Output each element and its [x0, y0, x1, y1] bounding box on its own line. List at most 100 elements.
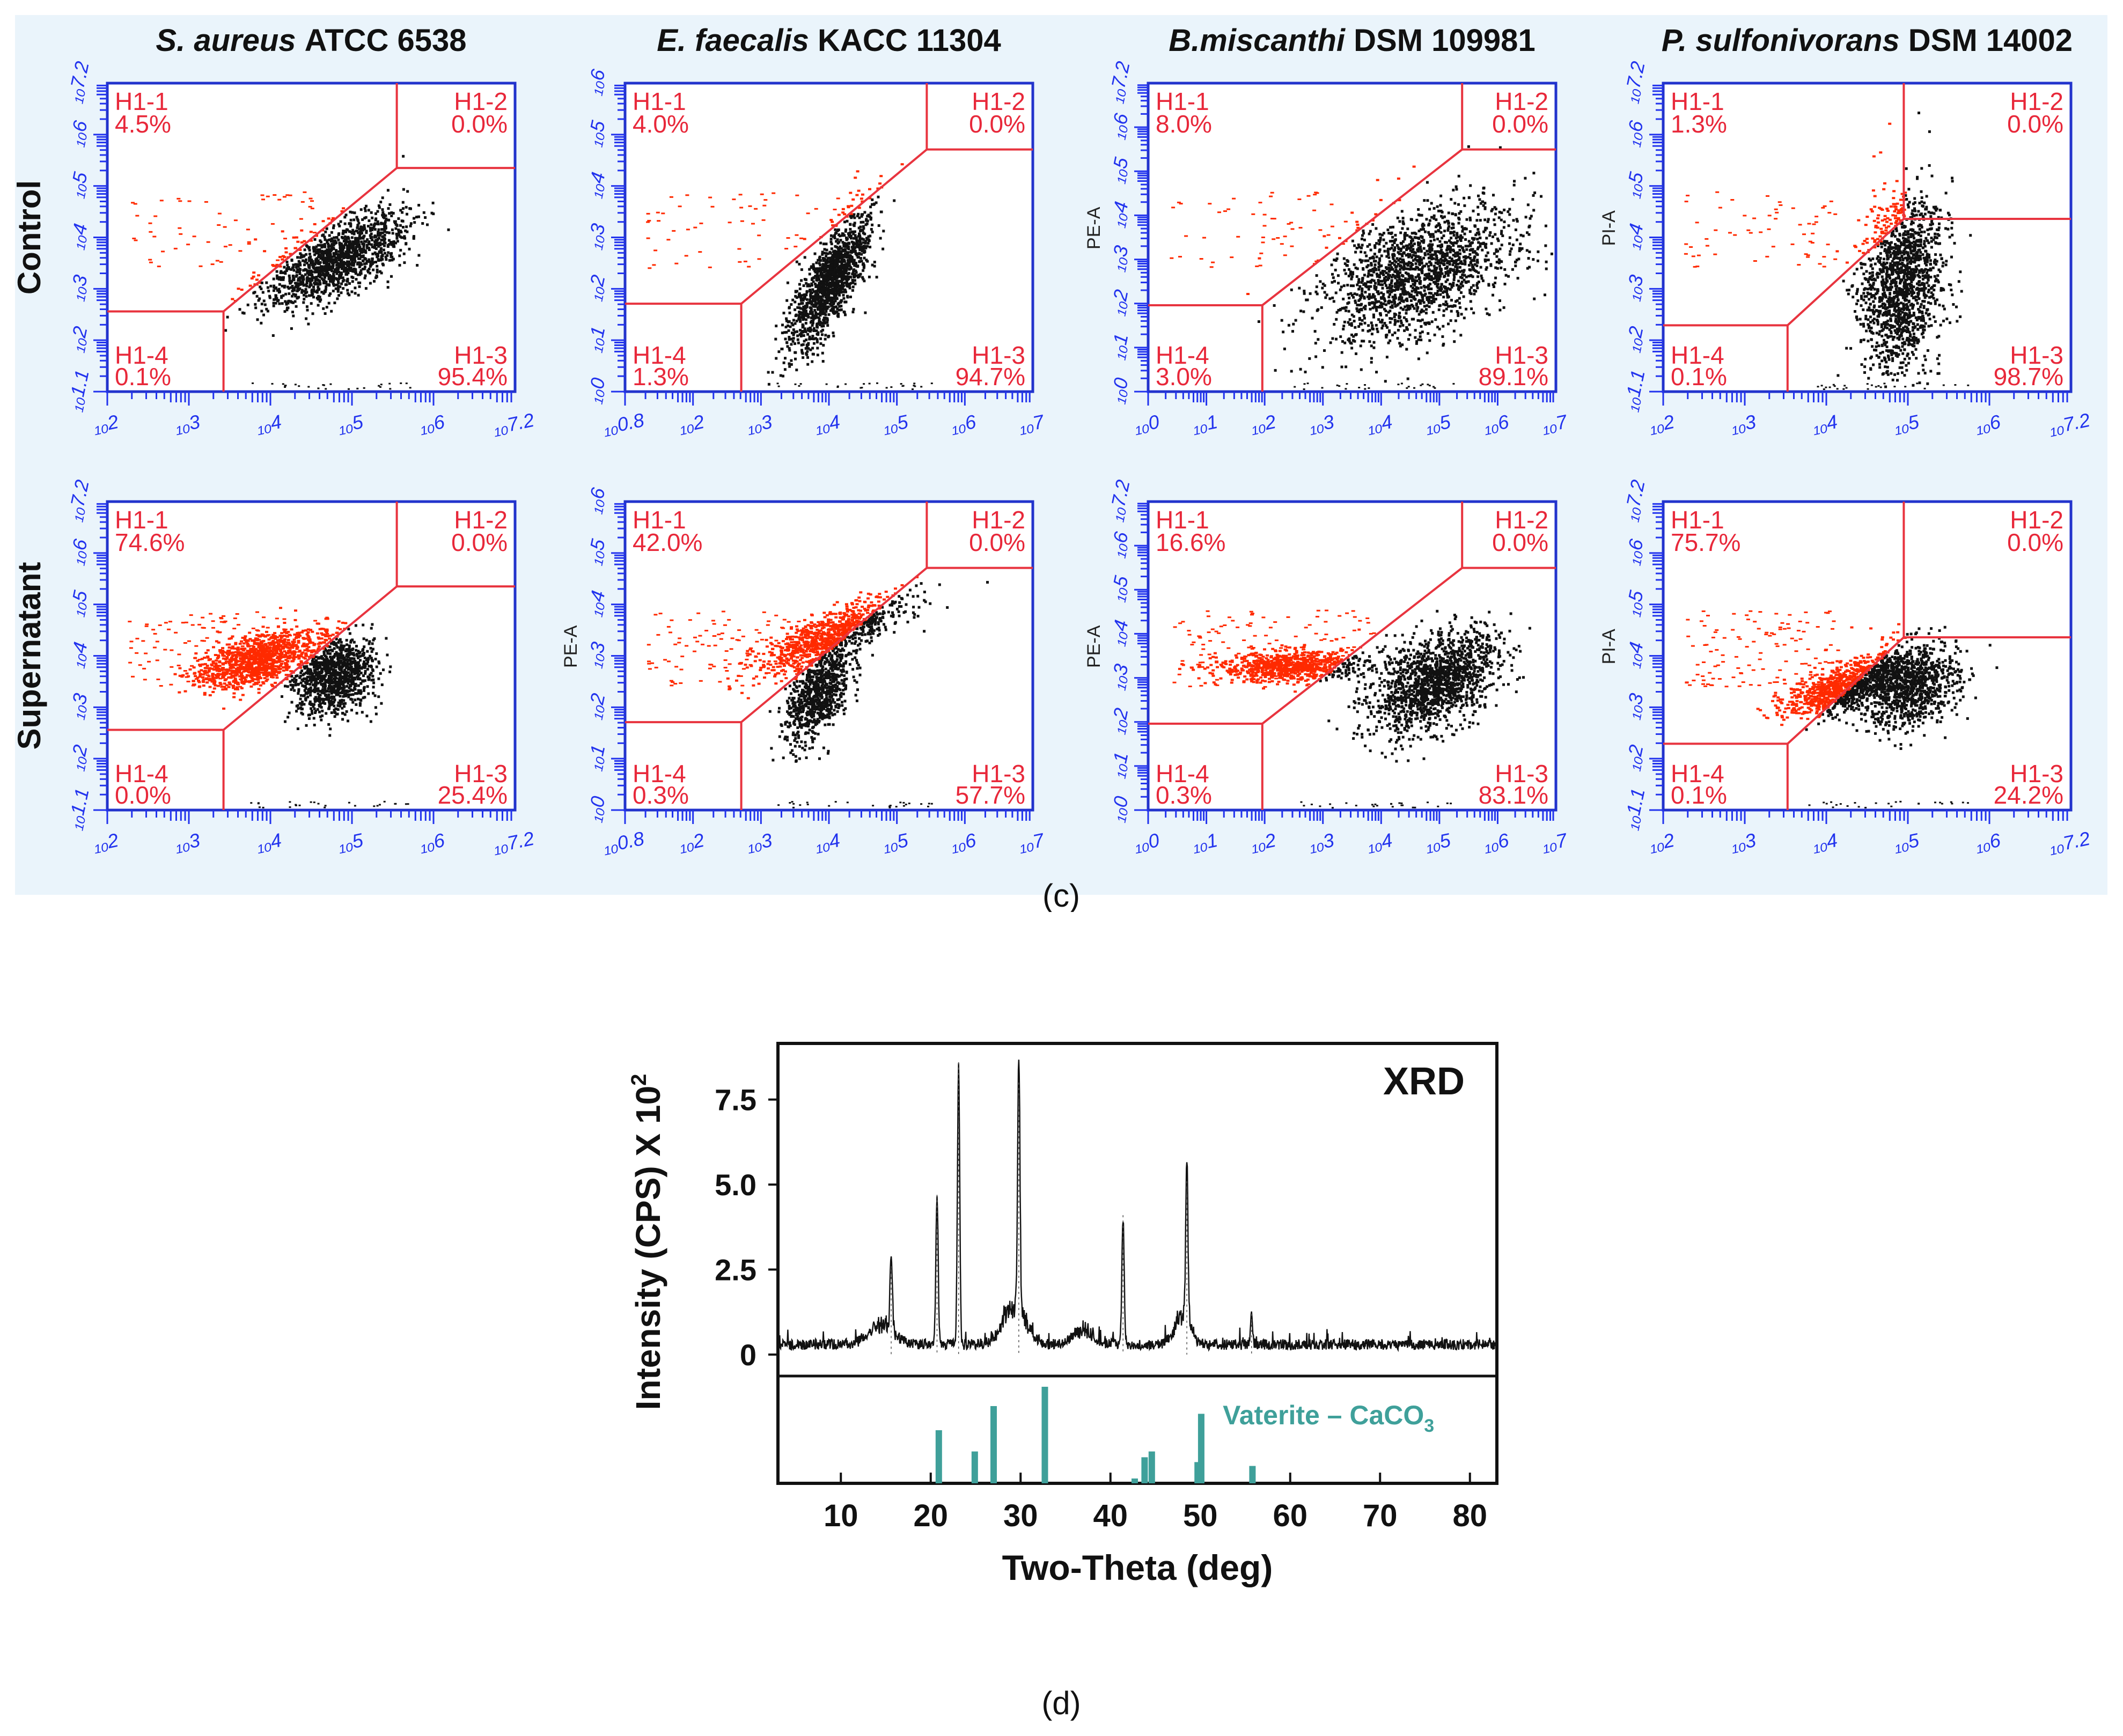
gated-event-point	[327, 217, 330, 219]
event-point	[1494, 277, 1497, 279]
event-point	[352, 258, 355, 261]
event-point	[1490, 264, 1493, 267]
event-point	[829, 275, 832, 277]
event-point	[772, 371, 774, 374]
event-point	[1290, 370, 1293, 373]
event-point	[1397, 329, 1400, 332]
event-point	[869, 246, 871, 248]
event-point	[1422, 239, 1425, 241]
event-point	[1509, 237, 1511, 239]
event-point	[1404, 291, 1407, 294]
event-point	[390, 275, 393, 278]
event-point	[1341, 351, 1343, 354]
event-point	[313, 253, 316, 256]
event-point	[821, 298, 824, 301]
event-point	[331, 239, 334, 242]
gated-event-point	[661, 212, 665, 214]
event-point	[328, 302, 330, 305]
event-point	[1461, 225, 1464, 228]
event-point	[388, 239, 391, 242]
event-point	[1381, 319, 1384, 321]
event-point	[873, 265, 876, 268]
event-point	[1437, 210, 1440, 212]
gated-event-point	[772, 193, 775, 194]
event-point	[1382, 325, 1384, 327]
event-point	[332, 290, 335, 292]
event-point	[1368, 285, 1371, 288]
event-point	[1454, 255, 1457, 258]
event-point	[317, 304, 320, 307]
event-point	[1425, 308, 1428, 311]
event-point	[377, 255, 379, 258]
event-point	[373, 240, 376, 243]
event-point	[1353, 244, 1356, 247]
event-point	[849, 282, 852, 285]
event-point	[1303, 290, 1305, 292]
gated-event-point	[234, 219, 238, 221]
event-point	[1314, 291, 1317, 293]
event-point	[824, 248, 826, 251]
event-point	[377, 258, 380, 261]
event-point	[1470, 292, 1473, 295]
event-point	[783, 312, 785, 314]
event-point	[777, 382, 779, 384]
event-point	[373, 223, 376, 226]
event-point	[824, 313, 827, 316]
event-point	[1437, 229, 1440, 232]
event-point	[1377, 280, 1380, 283]
event-point	[406, 213, 408, 216]
event-point	[1273, 304, 1276, 307]
event-point	[323, 259, 326, 262]
event-point	[1434, 250, 1436, 253]
event-point	[291, 311, 294, 313]
event-point	[1449, 263, 1451, 266]
event-point	[226, 316, 229, 319]
event-point	[403, 237, 406, 240]
event-point	[1337, 274, 1340, 277]
event-point	[812, 268, 815, 270]
event-point	[296, 274, 298, 277]
event-point	[1348, 268, 1350, 271]
event-point	[1416, 310, 1419, 312]
event-point	[799, 288, 802, 290]
event-point	[302, 269, 305, 271]
event-point	[1441, 259, 1443, 262]
event-point	[1488, 284, 1490, 286]
event-point	[1345, 273, 1347, 275]
event-point	[1430, 202, 1433, 204]
event-point	[1385, 314, 1388, 317]
event-point	[313, 282, 315, 284]
event-point	[1410, 240, 1413, 242]
event-point	[1481, 201, 1484, 203]
event-point	[805, 293, 807, 296]
event-point	[280, 270, 282, 273]
event-point	[1484, 245, 1487, 248]
event-point	[421, 222, 424, 225]
event-point	[816, 323, 818, 326]
event-point	[1400, 297, 1403, 300]
event-point	[863, 279, 865, 282]
gated-event-point	[285, 251, 288, 253]
event-point	[288, 292, 290, 295]
event-point	[1367, 260, 1369, 262]
event-point	[371, 253, 374, 255]
event-point	[1437, 222, 1440, 225]
gated-event-point	[1261, 237, 1265, 238]
event-point	[792, 340, 795, 343]
event-point	[1459, 286, 1462, 289]
event-point	[1323, 349, 1326, 352]
event-point	[819, 259, 822, 262]
gated-event-point	[760, 194, 764, 195]
column-title: E. faecalis KACC 11304	[657, 23, 1001, 58]
event-point	[798, 385, 800, 387]
event-point	[1419, 335, 1422, 338]
event-point	[1439, 293, 1442, 296]
event-point	[1452, 223, 1454, 226]
event-point	[1427, 224, 1430, 226]
event-point	[296, 263, 299, 266]
event-point	[1454, 252, 1457, 255]
event-point	[843, 266, 846, 268]
event-point	[1391, 236, 1394, 239]
event-point	[1354, 334, 1357, 336]
event-point	[303, 255, 305, 258]
